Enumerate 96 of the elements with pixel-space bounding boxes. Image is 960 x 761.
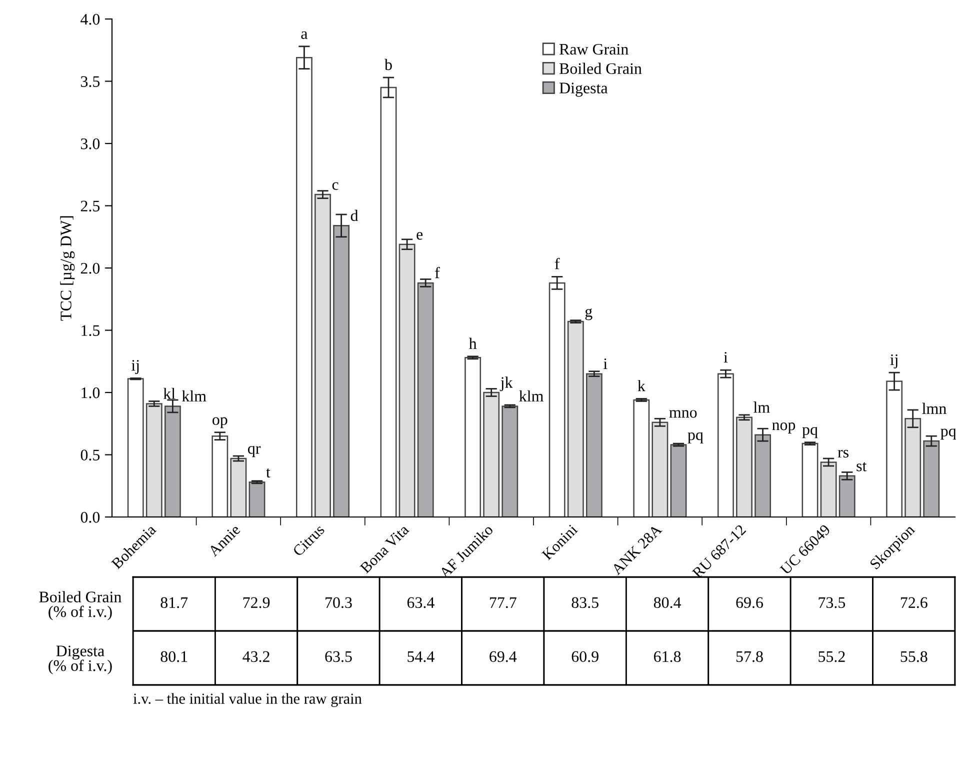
annotation: mno <box>669 410 697 418</box>
data-label: 57.8 <box>736 651 763 662</box>
bar <box>820 462 837 517</box>
data-label: 54.4 <box>408 651 434 662</box>
y-tick-label: 1.5 <box>82 325 100 336</box>
y-tick-label: Digesta (% of i.v.) <box>48 646 112 674</box>
bar <box>754 434 772 517</box>
bar <box>146 403 162 517</box>
bar <box>586 373 602 517</box>
annotation: k <box>638 380 646 392</box>
legend-label: Digesta <box>559 82 608 97</box>
bar <box>333 225 350 517</box>
annotation: pq <box>940 428 956 440</box>
bar <box>314 194 331 517</box>
y-axis-title: TCC [µg/g DW] <box>60 216 75 321</box>
text: i.v. – the initial value in the raw grain <box>133 693 362 707</box>
annotation: i <box>724 352 728 363</box>
bar <box>652 422 668 517</box>
annotation: lmn <box>922 402 946 414</box>
data-label: 43.2 <box>242 651 270 662</box>
bar <box>164 406 181 517</box>
data-label: 72.9 <box>243 597 270 608</box>
annotation: lm <box>754 402 770 413</box>
data-label: 55.2 <box>818 651 845 662</box>
data-label: 60.9 <box>572 651 598 662</box>
bar <box>548 282 566 517</box>
data-label: 81.7 <box>160 597 188 608</box>
bar <box>838 475 856 517</box>
annotation: i <box>604 358 608 370</box>
annotation: f <box>435 266 440 278</box>
annotation: h <box>468 338 477 349</box>
annotation: c <box>332 182 338 190</box>
data-label: 77.7 <box>490 597 516 608</box>
data-label: 72.6 <box>900 597 928 608</box>
bar <box>633 399 650 517</box>
bar <box>296 56 312 517</box>
annotation: ij <box>132 360 139 374</box>
data-label: 80.4 <box>654 597 682 608</box>
data-label: 63.4 <box>407 597 434 608</box>
y-tick-label: 0.5 <box>80 450 100 461</box>
annotation: ij <box>890 354 898 368</box>
y-tick-label: 1.0 <box>82 387 100 398</box>
annotation: klm <box>519 390 544 402</box>
annotation: t <box>266 468 270 478</box>
bar <box>230 458 247 517</box>
annotation: pq <box>688 432 704 444</box>
bar <box>248 482 266 517</box>
bar <box>886 380 903 517</box>
annotation: f <box>554 258 560 270</box>
annotation: qr <box>248 446 261 458</box>
data-label: 55.8 <box>900 651 928 662</box>
data-label: 70.3 <box>326 597 352 608</box>
data-label: 69.6 <box>736 597 763 608</box>
data-label: 80.1 <box>160 651 188 662</box>
annotation: op <box>212 417 228 428</box>
bar <box>464 357 482 517</box>
annotation: g <box>585 308 592 320</box>
bar <box>380 86 397 517</box>
bar <box>904 418 922 517</box>
annotation: nop <box>772 422 796 434</box>
annotation: d <box>350 210 358 222</box>
data-label: 61.8 <box>654 651 681 662</box>
bar <box>502 406 518 517</box>
annotation: rs <box>838 450 848 458</box>
annotation: pq <box>802 427 818 438</box>
bar <box>670 444 687 517</box>
annotation: st <box>856 462 867 472</box>
legend-label: Raw Grain <box>559 44 628 55</box>
annotation: jk <box>500 376 513 392</box>
bar <box>923 440 940 517</box>
bar <box>417 282 434 517</box>
y-tick-label: 3.0 <box>80 138 100 150</box>
y-tick-label: 3.5 <box>80 76 100 88</box>
bar <box>567 320 584 517</box>
data-label: 73.5 <box>818 597 846 608</box>
y-tick-label: 4.0 <box>80 14 100 25</box>
bar <box>483 392 500 517</box>
bar <box>212 435 228 517</box>
annotation: kl <box>163 388 176 399</box>
y-tick-label: Boiled Grain (% of i.v.) <box>39 591 122 620</box>
data-label: 69.4 <box>490 651 517 662</box>
annotation: klm <box>182 390 206 402</box>
bar <box>802 442 818 517</box>
y-tick-label: 2.0 <box>80 262 100 274</box>
data-label: 63.5 <box>325 651 352 662</box>
y-tick-label: 2.5 <box>80 200 100 212</box>
bar <box>736 416 752 517</box>
annotation: b <box>384 58 392 70</box>
bar <box>127 378 144 517</box>
bar <box>717 373 734 517</box>
data-label: 83.5 <box>572 597 598 608</box>
legend-label: Boiled Grain <box>559 62 642 74</box>
annotation: e <box>416 232 423 240</box>
bar <box>398 244 416 517</box>
y-tick-label: 0.0 <box>80 512 100 523</box>
annotation: a <box>301 31 308 39</box>
